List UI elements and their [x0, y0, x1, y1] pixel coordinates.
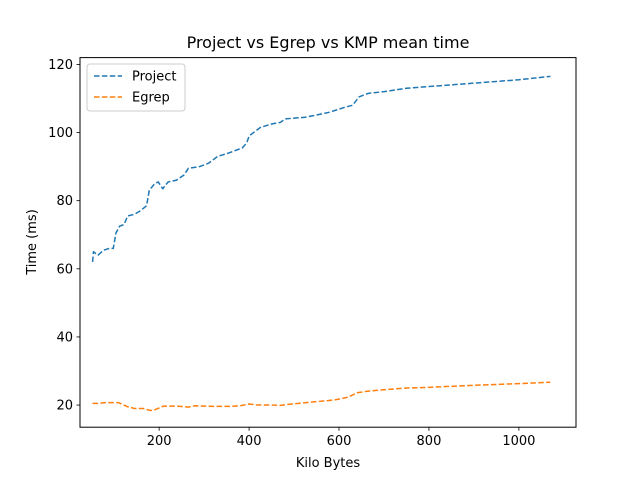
x-tick-label: 400: [237, 434, 262, 449]
y-tick-label: 20: [56, 399, 73, 414]
plot-frame: [79, 57, 577, 428]
plot-lines: [91, 75, 551, 412]
series-line-project: [91, 75, 551, 263]
y-tick-label: 40: [56, 330, 73, 345]
x-tick-label: 800: [417, 434, 442, 449]
x-axis: 200 400 600 800 1000: [147, 427, 535, 449]
x-tick-label: 600: [327, 434, 352, 449]
legend-label-project: Project: [132, 70, 176, 85]
y-axis: 20 40 60 80 100 120: [48, 58, 80, 414]
x-tick-label: 200: [147, 434, 172, 449]
legend: Project Egrep: [86, 63, 186, 112]
y-tick-label: 60: [56, 262, 73, 277]
y-tick-label: 80: [56, 194, 73, 209]
legend-label-egrep: Egrep: [132, 91, 170, 106]
y-tick-label: 100: [48, 126, 73, 141]
x-axis-label: Kilo Bytes: [296, 456, 361, 471]
x-tick-label: 1000: [502, 434, 535, 449]
y-tick-label: 120: [48, 58, 73, 73]
chart-title: Project vs Egrep vs KMP mean time: [187, 33, 470, 52]
series-line-egrep: [92, 381, 551, 412]
y-axis-label: Time (ms): [25, 209, 40, 276]
